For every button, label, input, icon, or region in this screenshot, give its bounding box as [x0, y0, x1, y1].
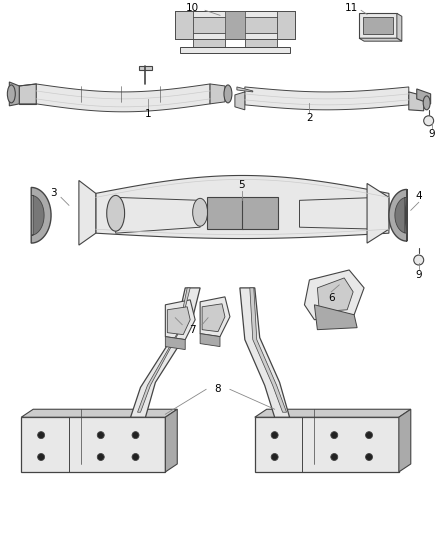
Ellipse shape [7, 85, 15, 103]
Polygon shape [31, 188, 51, 243]
Ellipse shape [331, 432, 338, 439]
Text: 1: 1 [145, 109, 152, 119]
Polygon shape [277, 11, 294, 39]
Polygon shape [318, 278, 353, 312]
Text: 6: 6 [328, 293, 335, 303]
Text: 9: 9 [428, 128, 435, 139]
Ellipse shape [97, 454, 104, 461]
Polygon shape [165, 300, 195, 340]
Text: 2: 2 [306, 113, 313, 123]
Polygon shape [304, 270, 364, 320]
Polygon shape [116, 197, 200, 233]
Text: 3: 3 [50, 188, 57, 198]
Polygon shape [240, 288, 290, 417]
Polygon shape [242, 197, 278, 229]
Polygon shape [165, 409, 177, 472]
Ellipse shape [38, 432, 45, 439]
Polygon shape [235, 92, 245, 110]
Polygon shape [138, 288, 190, 412]
Ellipse shape [366, 454, 373, 461]
Ellipse shape [271, 432, 278, 439]
Polygon shape [417, 89, 431, 104]
Polygon shape [9, 82, 19, 106]
Ellipse shape [132, 454, 139, 461]
Ellipse shape [331, 454, 338, 461]
Ellipse shape [424, 116, 434, 126]
Polygon shape [180, 47, 290, 53]
Polygon shape [175, 11, 193, 39]
Polygon shape [96, 175, 389, 239]
Polygon shape [167, 307, 190, 335]
Polygon shape [36, 84, 210, 112]
Polygon shape [245, 39, 277, 47]
Polygon shape [367, 183, 389, 243]
Polygon shape [359, 38, 402, 41]
Ellipse shape [366, 432, 373, 439]
Polygon shape [237, 87, 253, 92]
Text: 10: 10 [186, 3, 199, 13]
Polygon shape [193, 39, 225, 47]
Polygon shape [19, 84, 36, 104]
Polygon shape [409, 92, 424, 111]
Polygon shape [399, 409, 411, 472]
Text: 7: 7 [189, 325, 195, 335]
Polygon shape [190, 17, 279, 33]
Ellipse shape [132, 432, 139, 439]
Polygon shape [165, 337, 185, 350]
Polygon shape [359, 13, 397, 38]
Polygon shape [200, 334, 220, 346]
Polygon shape [245, 87, 409, 110]
Polygon shape [225, 11, 245, 39]
Ellipse shape [107, 196, 124, 231]
Polygon shape [31, 196, 44, 235]
Polygon shape [255, 417, 399, 472]
Polygon shape [79, 181, 96, 245]
Polygon shape [207, 197, 243, 229]
Ellipse shape [193, 198, 208, 226]
Ellipse shape [38, 454, 45, 461]
Ellipse shape [414, 255, 424, 265]
Text: 8: 8 [215, 384, 221, 394]
Polygon shape [395, 197, 407, 233]
Polygon shape [389, 189, 407, 241]
Text: 11: 11 [345, 3, 358, 13]
Ellipse shape [224, 85, 232, 103]
Polygon shape [255, 409, 411, 417]
Polygon shape [210, 84, 225, 104]
Ellipse shape [97, 432, 104, 439]
Polygon shape [21, 409, 177, 417]
Polygon shape [21, 417, 165, 472]
Polygon shape [363, 17, 393, 34]
Polygon shape [200, 297, 230, 337]
Polygon shape [202, 304, 225, 332]
Text: 5: 5 [239, 181, 245, 190]
Polygon shape [175, 11, 294, 39]
Polygon shape [314, 305, 357, 330]
Ellipse shape [423, 96, 430, 110]
Polygon shape [250, 288, 286, 412]
Polygon shape [397, 13, 402, 41]
Text: 4: 4 [415, 191, 422, 201]
Ellipse shape [271, 454, 278, 461]
Polygon shape [138, 66, 152, 70]
Text: 9: 9 [415, 270, 422, 280]
Polygon shape [131, 288, 200, 417]
Polygon shape [300, 197, 379, 229]
